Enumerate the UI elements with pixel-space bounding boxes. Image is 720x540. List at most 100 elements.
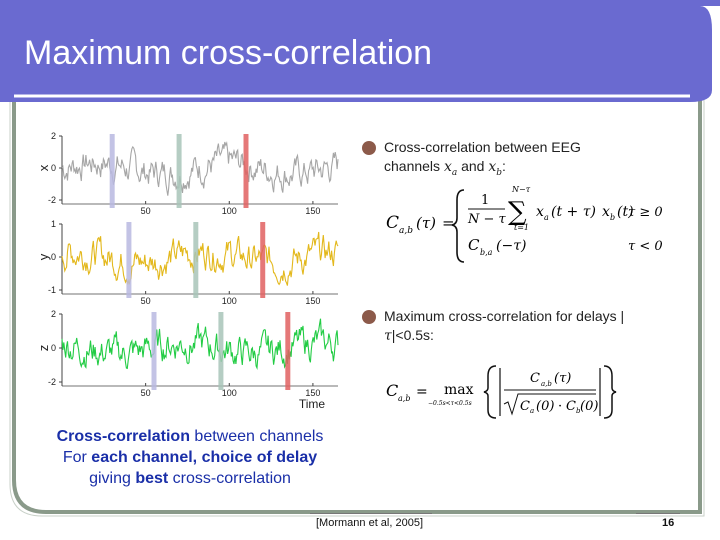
caption-line3-bold: best: [135, 470, 169, 487]
y-tick-label: -2: [48, 377, 56, 387]
bullet-2-suffix: |<0.5s:: [391, 327, 434, 343]
reference-underline: [310, 513, 432, 514]
f2-op: max: [444, 382, 474, 398]
signal-line-y: [61, 231, 339, 286]
y-axis-label-x: x: [36, 164, 51, 171]
sub-b: b: [496, 167, 503, 178]
x-tick-label: 150: [305, 388, 320, 398]
delay-marker-x-2: [176, 134, 182, 208]
f1-lhs-sub: a,b: [399, 226, 413, 236]
y-axis-label-y: y: [36, 253, 51, 260]
caption-line1-rest: between channels: [189, 428, 324, 445]
f1-body-1-sub: a: [544, 213, 549, 222]
f2-op-sub: −0.5s<τ<0.5s: [428, 400, 472, 407]
caption-line2-bold: each channel, choice of delay: [91, 449, 318, 466]
delay-marker-z-3: [285, 312, 291, 390]
y-tick-label: -2: [48, 195, 56, 205]
f1-line2-lhs: C: [468, 236, 480, 254]
bullet-text-2: Maximum cross-correlation for delays | τ|…: [384, 307, 634, 346]
chart-caption: Cross-correlation between channels For e…: [22, 426, 358, 489]
x-tick-label: 50: [141, 296, 151, 306]
f2-den-1-sub: a: [530, 407, 534, 415]
y-tick-label: 0: [51, 343, 56, 353]
delay-marker-z-1: [151, 312, 157, 390]
signal-line-z: [61, 318, 339, 371]
var-b: x: [488, 159, 497, 175]
f1-sum-bottom: t=1: [514, 223, 529, 232]
bullet-text-1: Cross-correlation between EEG channels x…: [384, 138, 634, 183]
f1-eq: =: [442, 214, 455, 232]
x-tick-label: 150: [305, 296, 320, 306]
delay-marker-y-3: [260, 222, 266, 298]
f1-line2-arg: (−τ): [496, 238, 526, 254]
f1-frac-num: 1: [481, 193, 489, 208]
f2-den-2-sub: b: [576, 407, 581, 415]
x-tick-label: 100: [222, 206, 237, 216]
x-tick-label: 50: [141, 388, 151, 398]
page-number: 16: [662, 517, 675, 529]
x-tick-label: 100: [222, 388, 237, 398]
x-tick-label: 50: [141, 206, 151, 216]
title-bar: [0, 0, 720, 102]
y-tick-label: 2: [51, 309, 56, 319]
f1-frac-den: N − τ: [467, 212, 507, 227]
slide-title: Maximum cross-correlation: [24, 34, 433, 72]
caption-line1-bold: Cross-correlation: [56, 428, 190, 445]
x-tick-label: 150: [305, 206, 320, 216]
f2-num-arg: (τ): [554, 371, 571, 386]
sigma-icon: ∑: [508, 197, 527, 227]
tau-symbol: τ: [384, 328, 392, 344]
signal-line-x: [61, 141, 339, 196]
bullet-marker-2: [362, 310, 376, 324]
f1-cond2: τ < 0: [628, 239, 663, 254]
f2-den-2: C: [566, 399, 576, 414]
f1-arg: (τ): [416, 214, 436, 232]
f1-lhs: C: [386, 213, 399, 233]
reference-citation: [Mormann et al, 2005]: [316, 517, 424, 529]
f2-den-1: C: [520, 399, 530, 414]
f1-body-2: x: [602, 204, 610, 220]
bullet-1-suffix: :: [502, 158, 506, 174]
f1-body-2-arg: (t): [617, 204, 634, 220]
bullet-marker-1: [362, 141, 376, 155]
y-axis-label-z: z: [36, 345, 51, 352]
caption-line3-rest: cross-correlation: [168, 470, 291, 487]
bullet-1-and: and: [457, 158, 489, 174]
f2-lhs: C: [386, 381, 398, 400]
y-tick-label: 2: [51, 131, 56, 141]
page-number-underline: [636, 513, 680, 514]
y-tick-label: -1: [48, 285, 56, 295]
f1-body-2-sub: b: [610, 213, 615, 222]
f1-body-1: x: [536, 204, 544, 220]
f1-sum-top: N−τ: [511, 185, 531, 194]
caption-line3-pre: giving: [89, 470, 136, 487]
f2-den-1-arg: (0): [536, 399, 554, 414]
y-tick-label: 1: [51, 219, 56, 229]
delay-marker-y-1: [126, 222, 132, 298]
f2-den-2-arg: (0): [580, 399, 598, 414]
bullet-1-prefix: Cross-correlation between EEG channels: [384, 139, 581, 174]
f2-lhs-sub: a,b: [398, 394, 410, 403]
x-tick-label: 100: [222, 296, 237, 306]
cross-correlation-formula: C a,b (τ) = 1 N − τ N−τ ∑ t=1 x a (t + τ…: [386, 185, 663, 263]
x-axis-label: Time: [299, 397, 326, 411]
f2-num-sub: a,b: [541, 380, 552, 388]
delay-marker-y-2: [193, 222, 199, 298]
caption-line2-pre: For: [62, 449, 92, 466]
f1-cond1: τ ≥ 0: [628, 205, 663, 220]
max-cross-correlation-formula: C a,b = max −0.5s<τ<0.5s C a,b (τ) C a (…: [386, 365, 617, 419]
f2-eq: =: [416, 384, 428, 400]
f1-line2-sub: b,a: [480, 248, 493, 257]
bullet-2-prefix: Maximum cross-correlation for delays |: [384, 308, 625, 324]
delay-marker-x-3: [243, 134, 249, 208]
f2-den-dot: ·: [558, 399, 562, 414]
f1-body-1-arg: (t + τ): [551, 204, 596, 220]
f2-num: C: [530, 371, 540, 386]
y-tick-label: 0: [51, 163, 56, 173]
y-tick-label: 0: [51, 252, 56, 262]
sub-a: a: [451, 167, 458, 178]
var-a: x: [443, 159, 452, 175]
delay-marker-z-2: [218, 312, 224, 390]
